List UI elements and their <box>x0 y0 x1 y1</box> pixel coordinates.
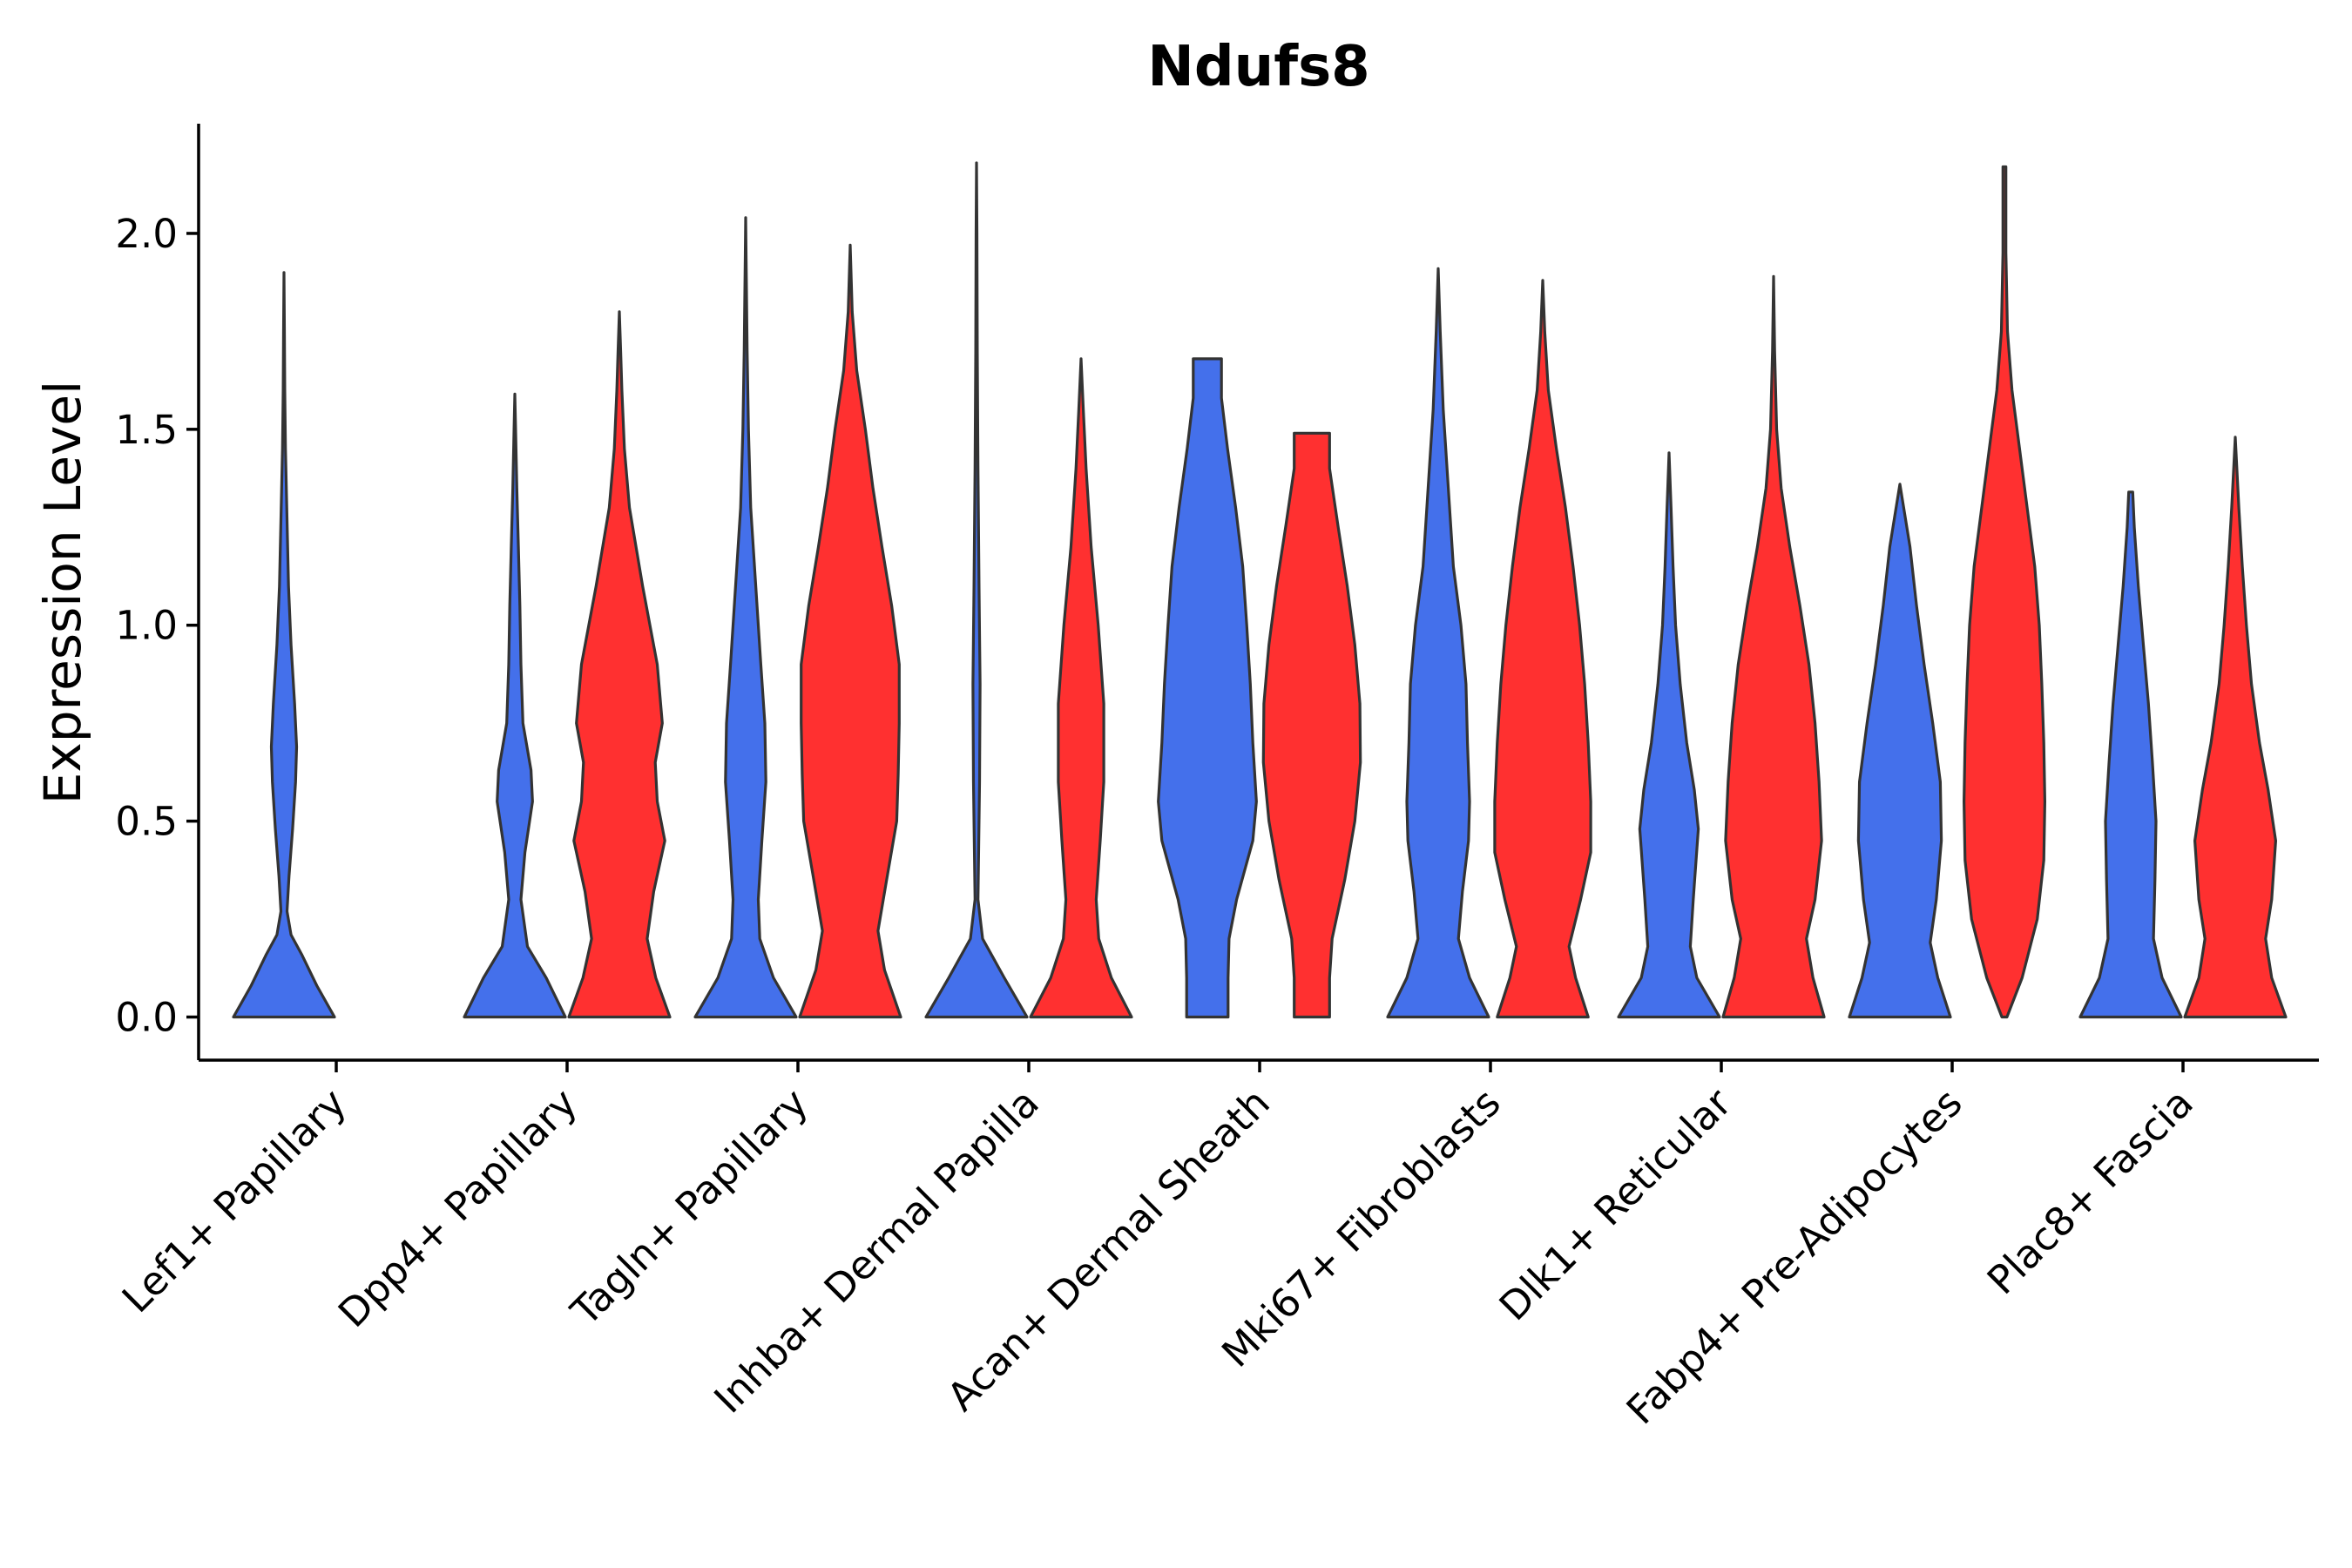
violin-group-a <box>1157 357 1258 1019</box>
violin-group-b <box>2183 436 2288 1019</box>
violin-group-b <box>1029 357 1133 1019</box>
violin-group-a <box>693 216 798 1019</box>
violin-group-a <box>1617 451 1721 1019</box>
y-ticks: 0.0 0.5 1.0 1.5 2.0 <box>115 211 199 1041</box>
y-tick-label: 0.0 <box>115 995 178 1041</box>
violin-group-b <box>798 243 902 1019</box>
violin-group-b <box>1493 279 1592 1019</box>
y-axis-label: Expression Level <box>33 381 92 804</box>
violin-group-b <box>567 310 672 1019</box>
x-tick-label: Lef1+ Papillary <box>113 1079 355 1321</box>
violin-group-a <box>463 392 567 1019</box>
y-tick-label: 1.5 <box>115 407 178 453</box>
violin-group-a <box>232 271 336 1019</box>
x-tick-label: Plac8+ Fascia <box>1978 1079 2202 1303</box>
violin-group-b <box>1963 165 2046 1019</box>
y-tick-label: 0.5 <box>115 799 178 845</box>
violin-group-a <box>1848 483 1952 1019</box>
violin-group-b <box>1261 431 1362 1019</box>
y-tick-label: 1.0 <box>115 603 178 649</box>
violin-group-a <box>2078 490 2183 1019</box>
chart-title: Ndufs8 <box>1147 35 1369 99</box>
violins-layer <box>232 161 2288 1019</box>
x-tick-label: Dpp4+ Papillary <box>329 1079 586 1336</box>
y-tick-label: 2.0 <box>115 211 178 257</box>
violin-group-a <box>1386 267 1490 1019</box>
violin-group-b <box>1721 274 1826 1019</box>
x-tick-label: Dlk1+ Reticular <box>1490 1079 1740 1329</box>
x-tick-label: Tagln+ Papillary <box>562 1079 817 1335</box>
violin-group-a <box>924 161 1029 1019</box>
